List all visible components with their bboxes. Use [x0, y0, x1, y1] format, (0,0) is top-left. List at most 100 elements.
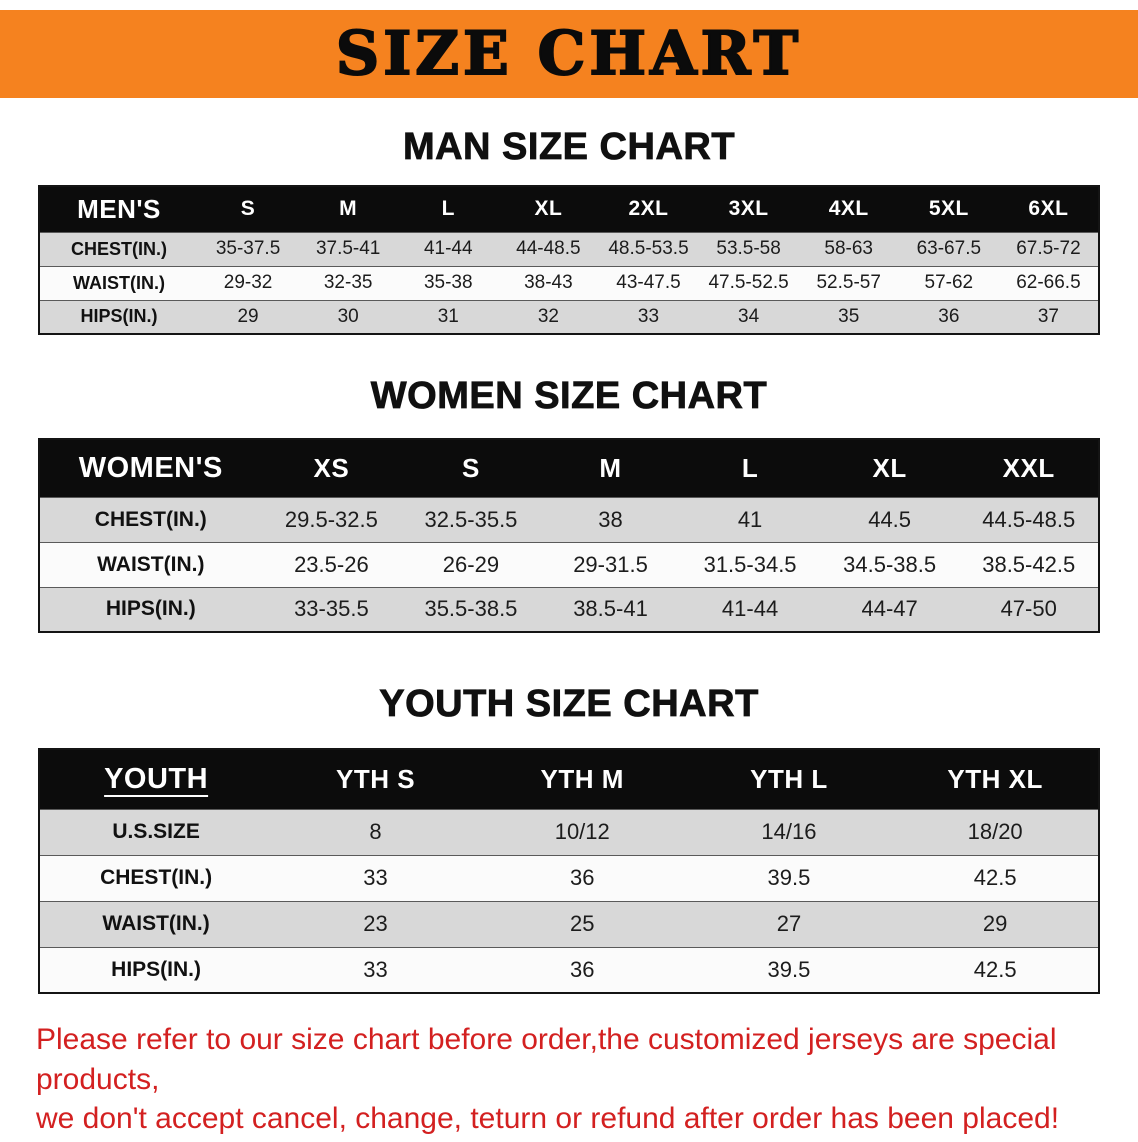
- women-size-header: XXL: [1002, 452, 1055, 483]
- size-value: 33: [272, 946, 479, 993]
- men-header-row: MEN'S S M L XL 2XL 3XL 4XL 5XL 6XL: [39, 186, 1099, 232]
- men-table-row: WAIST(IN.) 29-32 32-35 35-38 38-43 43-47.5 47.…: [39, 265, 1099, 300]
- size-value: 44-47: [819, 586, 960, 632]
- men-table-row: CHEST(IN.) 35-37.5 37.5-41 41-44 44-48.5 48.5…: [39, 231, 1099, 266]
- size-value: 41-44: [398, 231, 499, 266]
- size-value: 41-44: [680, 586, 820, 632]
- row-label: HIPS(IN.): [39, 586, 262, 632]
- size-value: 38.5-42.5: [959, 541, 1099, 587]
- size-value: 63-67.5: [898, 231, 999, 266]
- women-table-row: WAIST(IN.) 23.5-26 26-29 29-31.5 31.5-34.5 34…: [39, 541, 1099, 587]
- youth-section-heading: YOUTH SIZE CHART: [379, 683, 759, 726]
- women-size-table: WOMEN'S XS S M L XL XXL CHEST(IN.) 29.5-32.5 32.5…: [38, 438, 1100, 633]
- size-value: 34.5-38.5: [819, 541, 960, 587]
- men-size-header: 4XL: [828, 197, 869, 221]
- size-value: 38: [540, 496, 681, 542]
- size-value: 33: [272, 854, 479, 901]
- size-value: 42.5: [892, 854, 1099, 901]
- size-value: 37.5-41: [298, 231, 399, 266]
- size-value: 33-35.5: [261, 586, 402, 632]
- men-size-table: MEN'S S M L XL 2XL 3XL 4XL 5XL 6XL CHEST(IN.) 35-37…: [38, 185, 1100, 335]
- youth-table-row: WAIST(IN.) 23 25 27 29: [39, 900, 1099, 947]
- women-section-heading: WOMEN SIZE CHART: [370, 375, 768, 418]
- size-value: 29-32: [198, 265, 299, 300]
- chart-sections: MAN SIZE CHART MEN'S S M L XL 2XL 3XL 4XL 5XL 6XL C…: [0, 126, 1138, 994]
- youth-size-header: YTH XL: [947, 763, 1043, 794]
- section-youth: YOUTH SIZE CHART YOUTH YTH S YTH M YTH L YTH …: [0, 683, 1138, 994]
- size-value: 10/12: [478, 808, 686, 855]
- youth-size-header: YTH S: [336, 763, 416, 794]
- men-size-header: M: [339, 197, 358, 221]
- row-label: HIPS(IN.): [39, 946, 273, 993]
- men-size-header: XL: [534, 197, 563, 221]
- size-value: 35-37.5: [198, 231, 299, 266]
- size-value: 29: [892, 900, 1099, 947]
- row-label: CHEST(IN.): [39, 496, 262, 542]
- size-value: 34: [698, 299, 799, 334]
- size-value: 38-43: [498, 265, 599, 300]
- women-size-header: M: [599, 452, 622, 483]
- women-header-row: WOMEN'S XS S M L XL XXL: [39, 439, 1099, 497]
- women-size-header: XL: [872, 452, 907, 483]
- footer-line2: we don't accept cancel, change, teturn o…: [36, 1102, 1060, 1136]
- size-value: 39.5: [685, 854, 893, 901]
- size-value: 62-66.5: [998, 265, 1099, 300]
- youth-table-row: HIPS(IN.) 33 36 39.5 42.5: [39, 946, 1099, 993]
- row-label: HIPS(IN.): [39, 299, 198, 334]
- size-value: 29-31.5: [540, 541, 681, 587]
- size-value: 38.5-41: [540, 586, 681, 632]
- footer-line1: Please refer to our size chart before or…: [36, 1023, 1057, 1096]
- size-value: 23: [272, 900, 479, 947]
- size-value: 18/20: [892, 808, 1099, 855]
- size-value: 48.5-53.5: [598, 231, 699, 266]
- size-value: 36: [898, 299, 999, 334]
- size-value: 41: [680, 496, 820, 542]
- women-table-row: CHEST(IN.) 29.5-32.5 32.5-35.5 38 41 44.5 44.5…: [39, 496, 1099, 542]
- women-size-header: S: [462, 452, 480, 483]
- banner: SIZE CHART: [0, 10, 1138, 98]
- size-value: 25: [478, 900, 686, 947]
- size-value: 44.5: [819, 496, 960, 542]
- size-value: 26-29: [401, 541, 541, 587]
- men-size-header: 3XL: [728, 197, 769, 221]
- size-value: 36: [478, 854, 686, 901]
- size-value: 44-48.5: [498, 231, 599, 266]
- size-value: 53.5-58: [698, 231, 799, 266]
- row-label: CHEST(IN.): [39, 854, 273, 901]
- size-value: 27: [685, 900, 893, 947]
- size-value: 35.5-38.5: [401, 586, 541, 632]
- size-value: 31.5-34.5: [680, 541, 820, 587]
- men-size-header: 6XL: [1028, 197, 1069, 221]
- women-header-label: WOMEN'S: [78, 451, 223, 484]
- size-value: 35-38: [398, 265, 499, 300]
- size-value: 32-35: [298, 265, 399, 300]
- section-men: MAN SIZE CHART MEN'S S M L XL 2XL 3XL 4XL 5XL 6XL C…: [0, 126, 1138, 335]
- men-header-label: MEN'S: [77, 193, 161, 224]
- youth-table-row: U.S.SIZE 8 10/12 14/16 18/20: [39, 808, 1099, 855]
- size-value: 8: [272, 808, 479, 855]
- youth-header-row: YOUTH YTH S YTH M YTH L YTH XL: [39, 749, 1099, 809]
- size-value: 29.5-32.5: [261, 496, 402, 542]
- youth-table-row: CHEST(IN.) 33 36 39.5 42.5: [39, 854, 1099, 901]
- section-women: WOMEN SIZE CHART WOMEN'S XS S M L XL XXL CHEST(I…: [0, 375, 1138, 633]
- size-value: 67.5-72: [998, 231, 1099, 266]
- men-table-row: HIPS(IN.) 29 30 31 32 33 34 35 36 37: [39, 299, 1099, 334]
- size-value: 44.5-48.5: [959, 496, 1099, 542]
- women-size-header: L: [741, 452, 759, 483]
- size-value: 32: [498, 299, 599, 334]
- youth-header-label: YOUTH: [104, 762, 209, 795]
- banner-title: SIZE CHART: [335, 18, 803, 90]
- men-section-heading: MAN SIZE CHART: [402, 126, 736, 169]
- men-size-header: L: [441, 197, 455, 221]
- men-size-header: 2XL: [628, 197, 669, 221]
- size-value: 29: [198, 299, 299, 334]
- size-value: 39.5: [685, 946, 893, 993]
- size-value: 33: [598, 299, 699, 334]
- size-value: 47-50: [959, 586, 1099, 632]
- size-value: 57-62: [898, 265, 999, 300]
- size-value: 43-47.5: [598, 265, 699, 300]
- women-table-row: HIPS(IN.) 33-35.5 35.5-38.5 38.5-41 41-44 44-…: [39, 586, 1099, 632]
- size-value: 32.5-35.5: [401, 496, 541, 542]
- youth-size-table: YOUTH YTH S YTH M YTH L YTH XL U.S.SIZE 8 10/12…: [38, 748, 1100, 994]
- size-value: 42.5: [892, 946, 1099, 993]
